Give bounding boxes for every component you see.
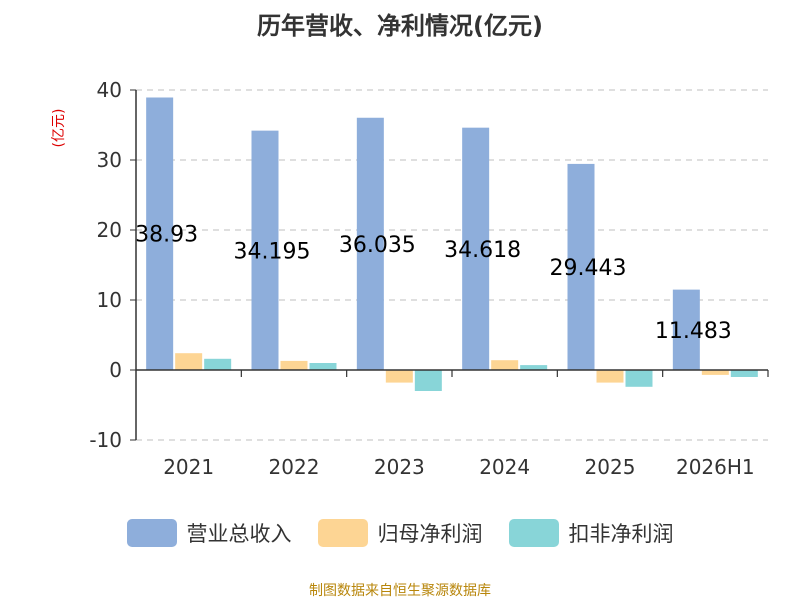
x-tick-label: 2022	[269, 455, 320, 479]
x-tick-label: 2024	[479, 455, 530, 479]
data-label-revenue-1: 34.195	[234, 239, 311, 264]
y-tick-label: 30	[97, 148, 122, 172]
data-source-note: 制图数据来自恒生聚源数据库	[309, 583, 491, 599]
legend-swatch-net-profit	[317, 519, 368, 547]
legend: 营业总收入 归母净利润 扣非净利润	[0, 518, 800, 548]
legend-swatch-revenue	[126, 519, 177, 547]
legend-swatch-deducted-profit	[508, 519, 559, 547]
data-label-revenue-2: 36.035	[339, 233, 416, 258]
bar-1-3	[491, 360, 519, 370]
y-tick-label: -10	[89, 428, 122, 452]
bar-2-1	[309, 363, 337, 370]
legend-label-net-profit: 归母净利润	[377, 522, 483, 546]
bar-1-2	[385, 370, 413, 383]
bar-0-1	[251, 130, 279, 370]
bar-0-0	[146, 97, 174, 371]
y-tick-label: 10	[97, 288, 122, 312]
legend-label-revenue: 营业总收入	[186, 522, 292, 546]
x-tick-label: 2023	[374, 455, 425, 479]
bar-2-2	[414, 370, 442, 391]
legend-item-revenue[interactable]: 营业总收入	[126, 518, 292, 548]
chart-title: 历年营收、净利情况(亿元)	[257, 12, 543, 40]
bar-2-5	[730, 370, 758, 377]
x-tick-label: 2025	[585, 455, 636, 479]
y-tick-label: 0	[109, 358, 122, 382]
y-tick-label: 40	[97, 78, 122, 102]
bar-2-4	[625, 370, 653, 387]
data-label-revenue-5: 11.483	[655, 319, 732, 344]
bar-1-5	[701, 370, 729, 375]
x-tick-label: 2026H1	[676, 455, 755, 479]
legend-item-deducted-profit[interactable]: 扣非净利润	[508, 518, 674, 548]
bar-0-3	[462, 127, 490, 370]
data-label-revenue-0: 38.93	[135, 223, 198, 248]
bar-1-4	[596, 370, 624, 383]
bar-1-1	[280, 360, 308, 370]
bar-2-0	[204, 358, 232, 370]
y-tick-label: 20	[97, 218, 122, 242]
bar-2-3	[520, 365, 548, 370]
legend-label-deducted-profit: 扣非净利润	[568, 522, 674, 546]
bar-0-4	[567, 163, 595, 370]
bar-0-5	[672, 289, 700, 370]
data-label-revenue-3: 34.618	[444, 238, 521, 263]
bar-1-0	[175, 353, 203, 370]
bar-0-2	[356, 117, 384, 370]
data-label-revenue-4: 29.443	[550, 256, 627, 281]
legend-item-net-profit[interactable]: 归母净利润	[317, 518, 483, 548]
x-tick-label: 2021	[163, 455, 214, 479]
